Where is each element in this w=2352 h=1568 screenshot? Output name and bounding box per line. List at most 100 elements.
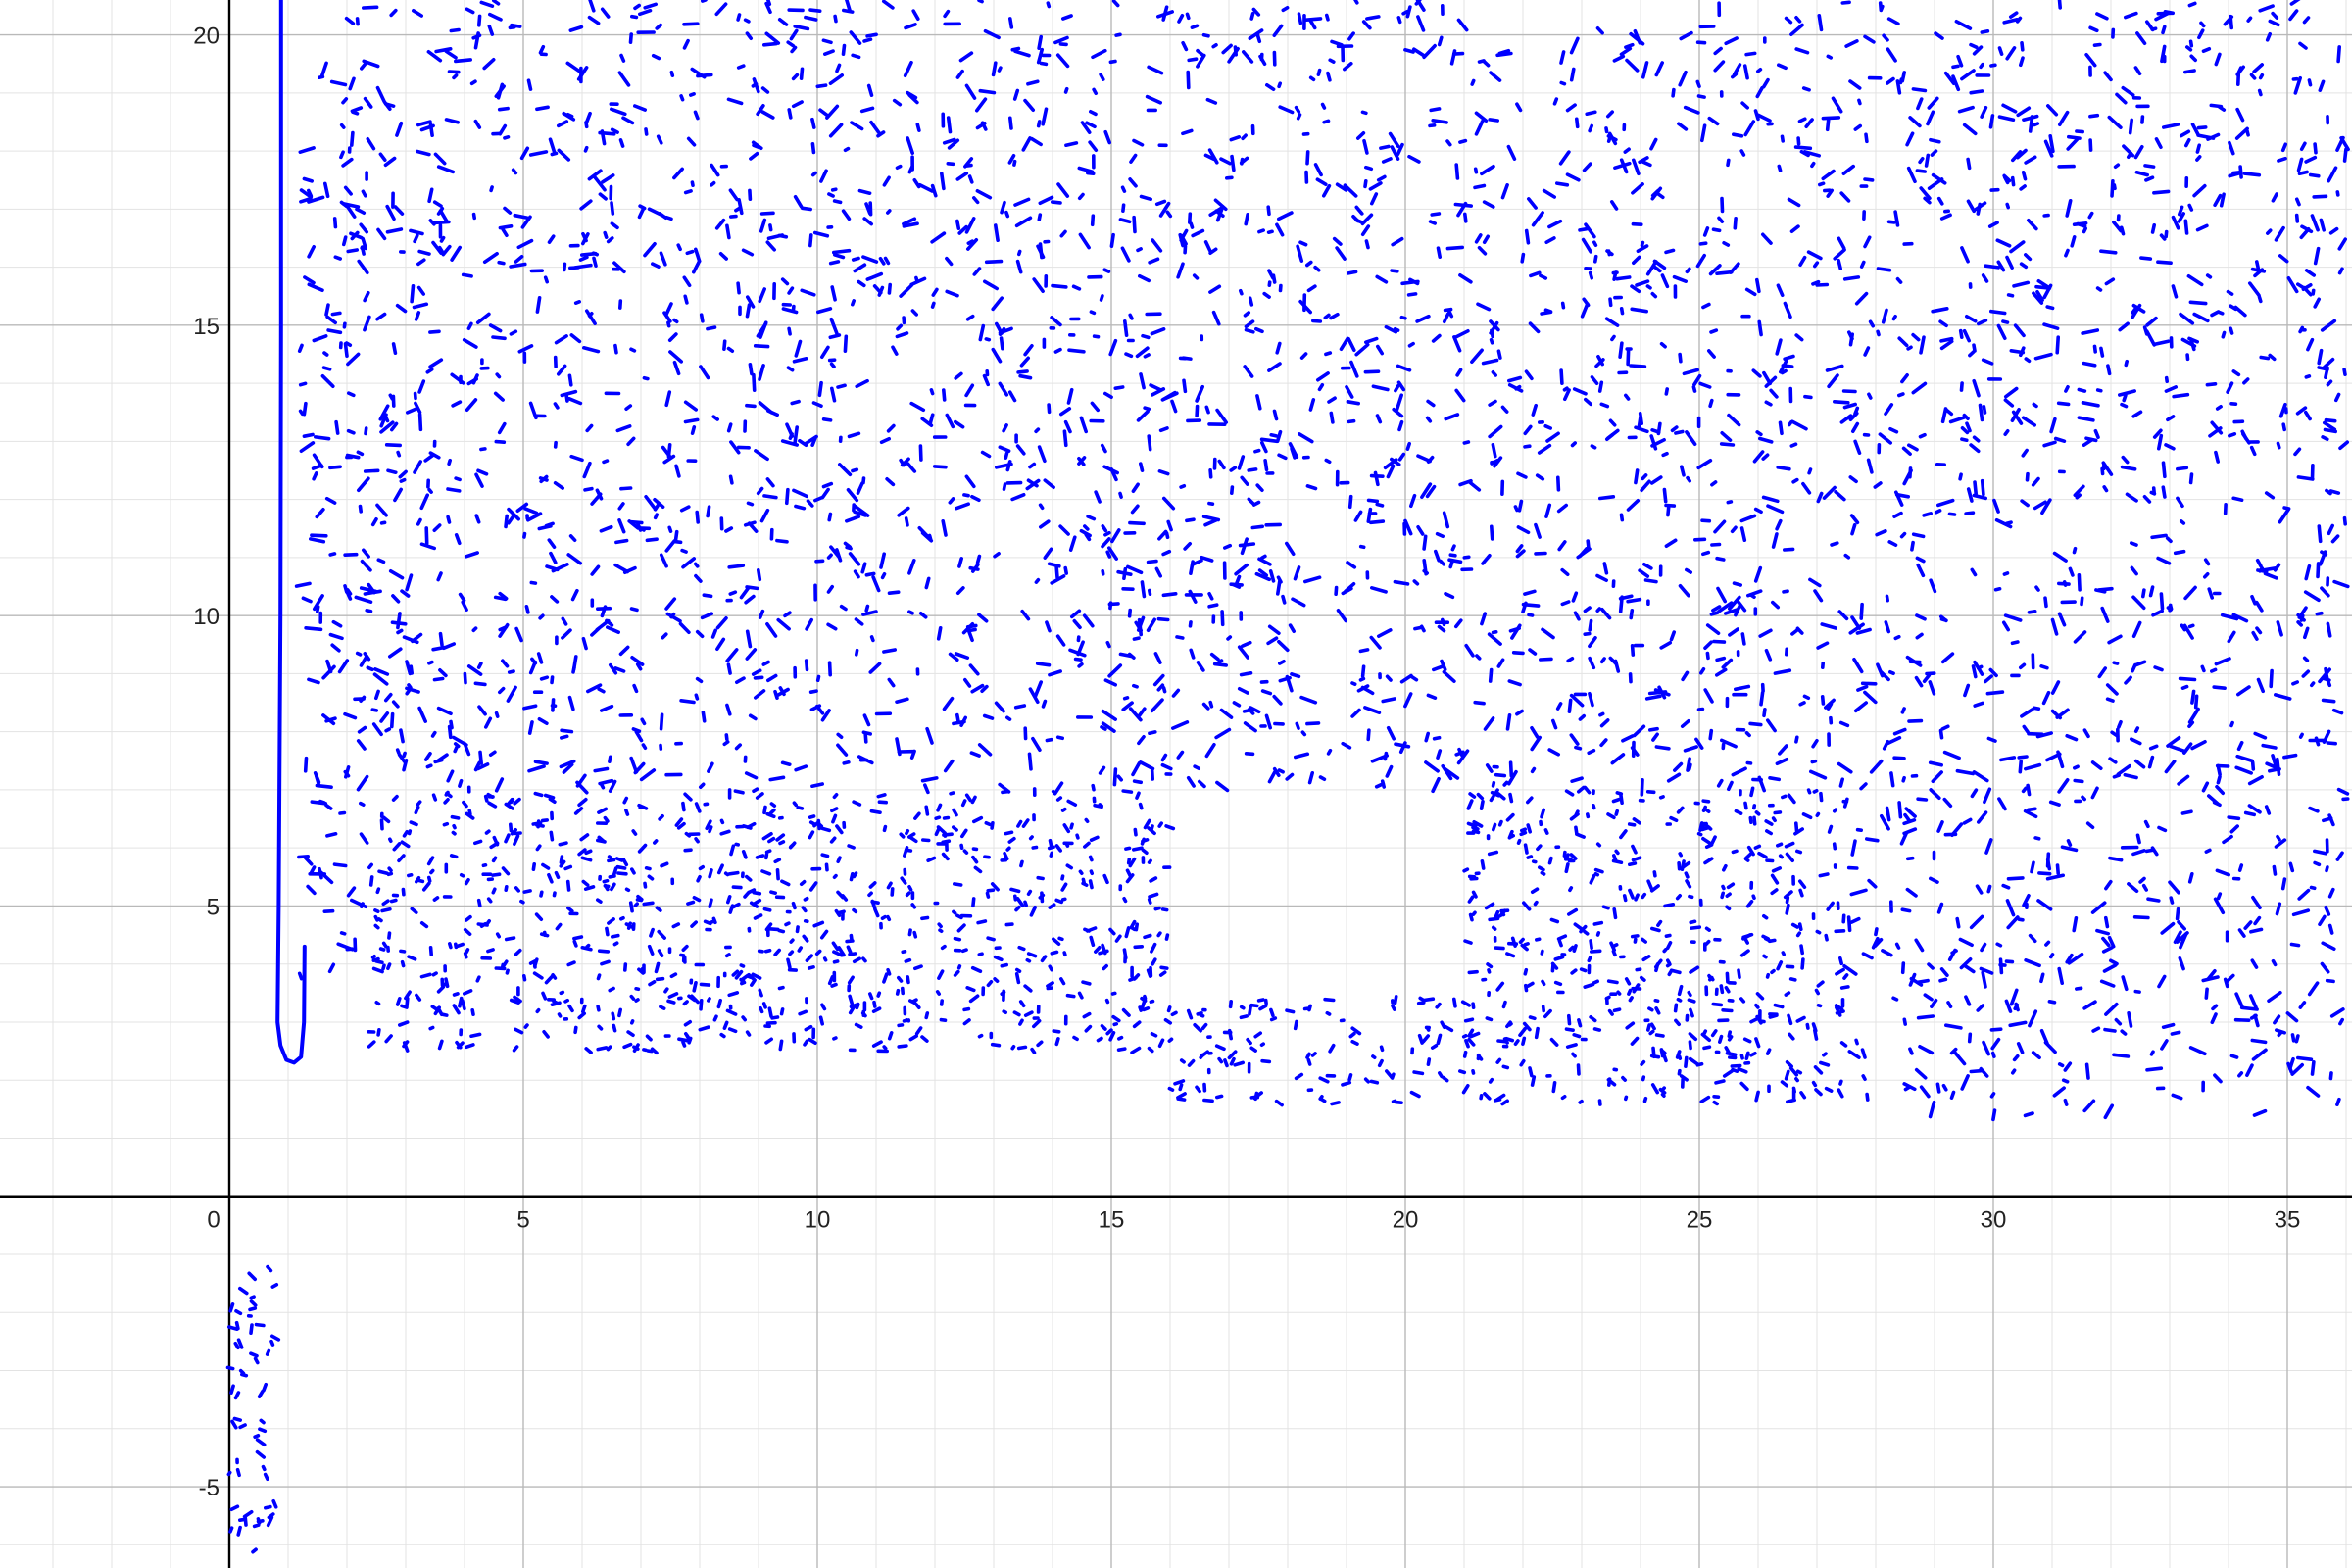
data-point (1423, 997, 1436, 1003)
data-point (1285, 541, 1296, 557)
data-point (977, 1033, 984, 1039)
data-point (1485, 763, 1494, 773)
data-point (2107, 935, 2116, 949)
data-point (2190, 122, 2200, 136)
data-point (1256, 998, 1265, 1003)
data-point (1137, 734, 1146, 746)
data-point (1489, 337, 1494, 345)
data-point (791, 901, 797, 910)
data-point (1454, 163, 1460, 180)
data-point (1208, 284, 1222, 294)
data-point (1179, 483, 1187, 489)
data-point (2226, 289, 2234, 296)
data-point (341, 157, 354, 168)
data-point (1754, 1037, 1761, 1049)
data-point (1483, 1092, 1492, 1101)
data-point (1051, 283, 1068, 289)
data-point (1227, 1050, 1238, 1060)
data-point (2193, 694, 2199, 710)
data-point (1709, 328, 1719, 334)
data-point (2210, 310, 2221, 318)
data-point (1568, 945, 1575, 952)
data-point (1026, 889, 1033, 897)
data-point (982, 279, 1000, 291)
data-point (610, 882, 616, 892)
data-point (487, 24, 495, 36)
data-point (1121, 701, 1134, 711)
data-point (829, 317, 839, 336)
data-point (1680, 718, 1690, 729)
data-point (1719, 442, 1736, 447)
data-point (476, 898, 482, 908)
data-point (424, 526, 429, 546)
data-point (2185, 45, 2193, 52)
data-point (2255, 558, 2263, 568)
data-point (1941, 1083, 1948, 1092)
data-point (2108, 757, 2118, 764)
data-point (1579, 967, 1588, 973)
data-point (2286, 275, 2299, 294)
data-point (1931, 306, 1949, 314)
data-point (1844, 39, 1859, 48)
data-point (1993, 586, 2002, 592)
data-point (493, 391, 505, 402)
data-point (602, 459, 610, 465)
data-point (1308, 398, 1316, 412)
data-point (1149, 999, 1155, 1004)
data-point (591, 251, 600, 257)
data-point (1684, 1055, 1689, 1068)
data-point (1436, 246, 1442, 260)
data-point (649, 927, 655, 938)
data-point (808, 881, 818, 892)
data-point (1078, 232, 1091, 250)
data-point (2081, 328, 2100, 335)
data-point (1457, 747, 1464, 758)
data-point (1798, 879, 1807, 890)
data-point (1161, 686, 1167, 694)
data-point (847, 844, 856, 850)
data-point (1482, 200, 1495, 209)
data-point (1363, 1077, 1370, 1084)
data-point (810, 435, 817, 448)
data-point (1103, 129, 1111, 145)
data-point (1492, 925, 1497, 931)
data-point (711, 415, 720, 421)
data-point (1092, 87, 1098, 95)
data-point (1275, 429, 1283, 443)
data-point (1007, 836, 1016, 844)
data-point (1016, 1045, 1028, 1051)
data-point (366, 665, 374, 672)
data-point (2192, 183, 2207, 198)
data-point (1181, 128, 1194, 136)
data-point (1837, 236, 1846, 250)
data-point (746, 501, 755, 507)
data-point (1677, 860, 1682, 871)
data-point (1413, 625, 1423, 631)
data-point (830, 807, 839, 813)
data-point (238, 1286, 249, 1296)
data-point (663, 987, 669, 994)
data-point (1082, 1011, 1092, 1019)
data-point (491, 856, 498, 863)
data-point (412, 302, 429, 310)
data-point (487, 801, 498, 808)
data-point (1166, 1005, 1172, 1013)
data-point (1625, 58, 1640, 73)
data-point (2182, 623, 2194, 640)
data-point (1673, 761, 1684, 772)
data-point (1773, 1003, 1785, 1009)
data-point (428, 358, 444, 369)
data-point (2242, 377, 2250, 385)
data-point (1984, 264, 2000, 270)
data-point (1607, 131, 1618, 146)
data-point (1305, 150, 1310, 166)
data-point (341, 235, 348, 247)
data-point (669, 972, 678, 979)
data-point (2253, 268, 2265, 278)
data-point (2307, 78, 2313, 87)
data-point (1405, 441, 1411, 452)
data-point (1810, 161, 1816, 169)
data-point (1195, 384, 1204, 403)
data-point (1004, 210, 1010, 219)
data-point (1624, 1095, 1629, 1102)
